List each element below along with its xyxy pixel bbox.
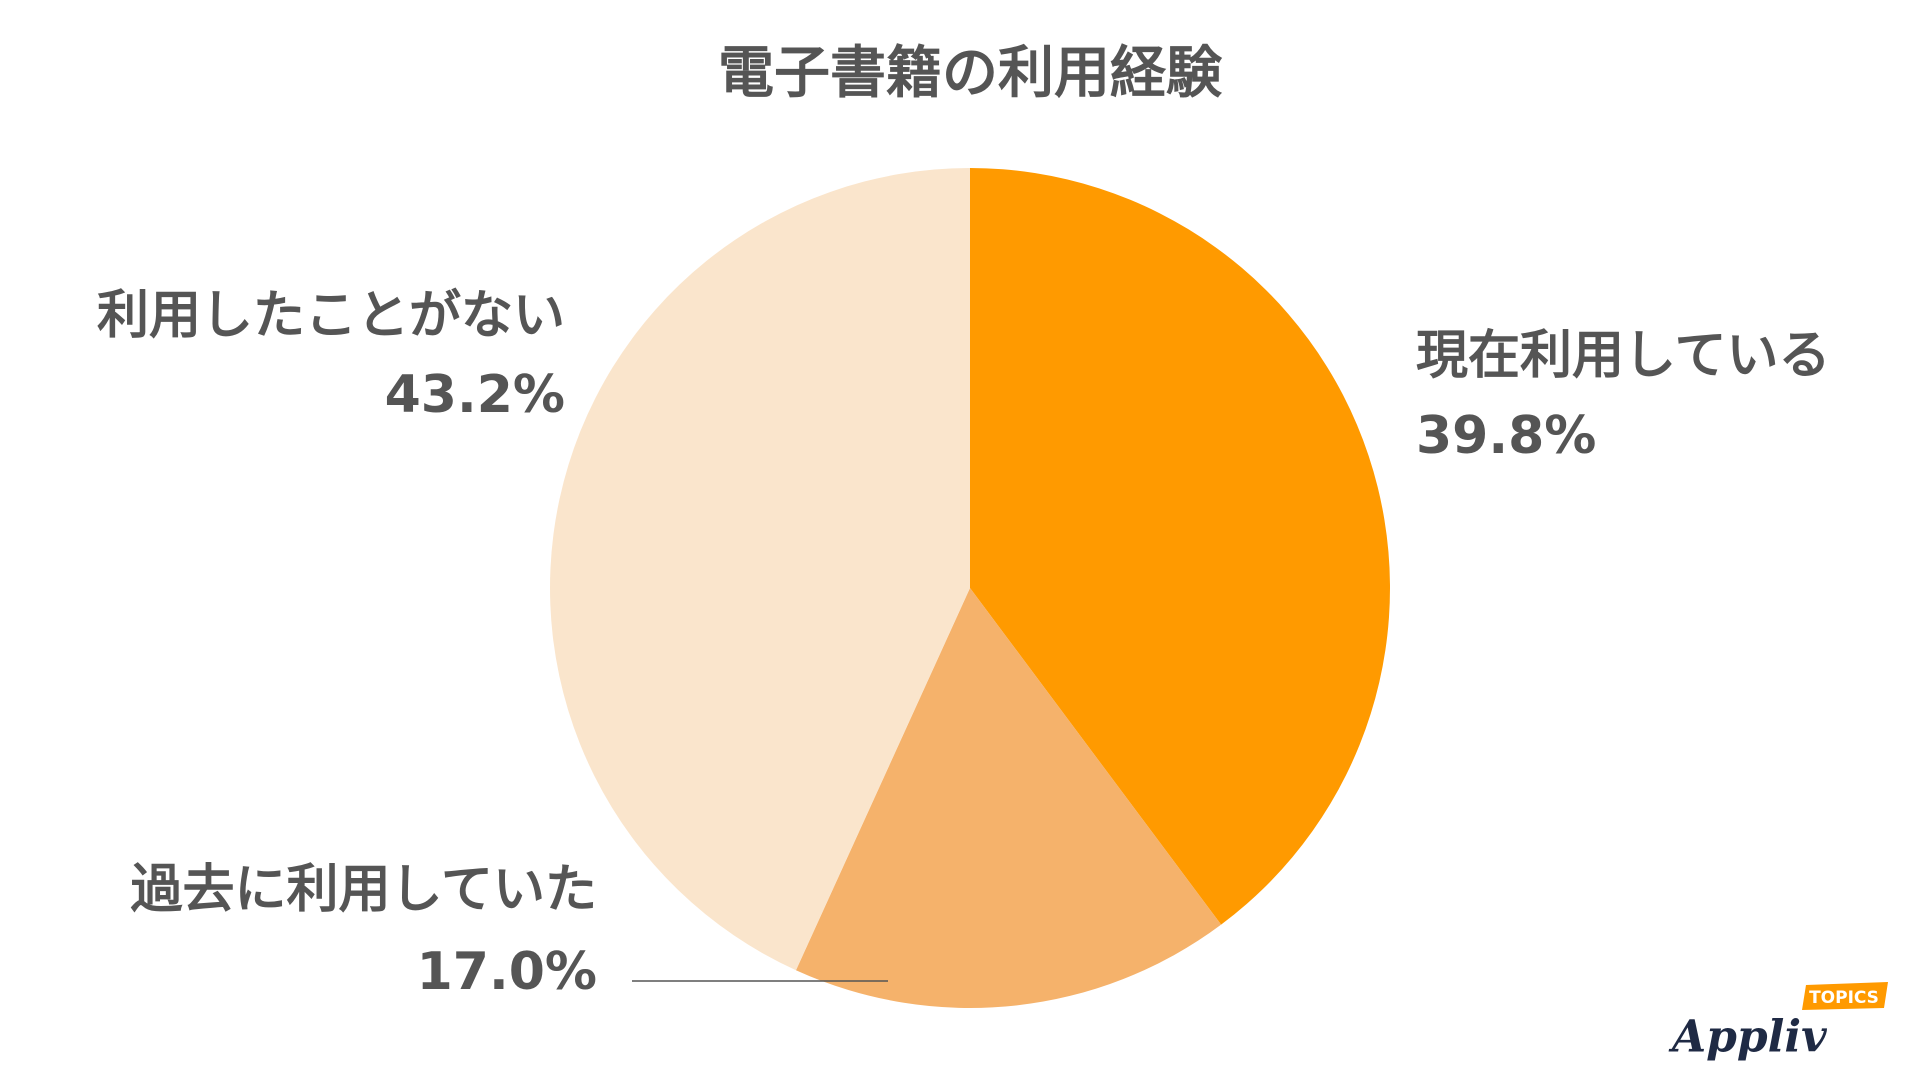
slice-label: 現在利用している [1416, 326, 1830, 386]
slice-value-label: 17.0% [417, 942, 597, 1002]
pie-slice [970, 168, 1391, 925]
slice-label: 利用したことがない [97, 286, 565, 346]
logo-tag: TOPICS [1809, 988, 1879, 1008]
slice-value-label: 43.2% [385, 365, 565, 425]
slice-value-label: 39.8% [1416, 406, 1596, 466]
logo-badge [1802, 982, 1888, 1010]
chart-title: 電子書籍の利用経験 [718, 41, 1223, 106]
slice-label: 過去に利用していた [131, 860, 597, 920]
logo-brand: Appliv [1668, 1012, 1827, 1063]
pie-slice [795, 588, 1222, 1008]
pie [550, 168, 1391, 1008]
pie-slice [550, 168, 970, 971]
logo: TOPICS Appliv [1668, 982, 1888, 1063]
